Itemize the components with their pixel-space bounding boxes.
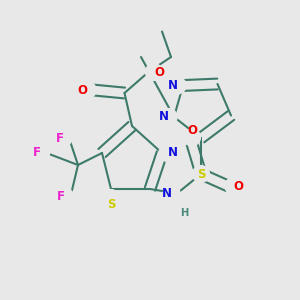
Circle shape [79, 82, 96, 98]
Text: F: F [33, 146, 41, 160]
Circle shape [103, 190, 119, 206]
Text: O: O [154, 65, 164, 79]
Circle shape [146, 64, 162, 80]
Circle shape [193, 166, 209, 182]
Circle shape [184, 129, 200, 146]
Text: N: N [162, 187, 172, 200]
Circle shape [169, 77, 186, 94]
Text: S: S [197, 167, 205, 181]
Text: H: H [180, 208, 189, 218]
Circle shape [163, 185, 180, 202]
Circle shape [160, 109, 177, 125]
Text: F: F [57, 190, 65, 203]
Circle shape [55, 130, 72, 146]
Circle shape [176, 205, 193, 221]
Text: S: S [107, 198, 115, 211]
Text: O: O [233, 179, 243, 193]
Circle shape [159, 145, 176, 161]
Circle shape [33, 145, 50, 161]
Text: N: N [168, 79, 178, 92]
Text: F: F [56, 131, 64, 145]
Text: N: N [167, 146, 177, 160]
Text: O: O [78, 83, 88, 97]
Text: N: N [159, 110, 169, 124]
Circle shape [57, 188, 74, 205]
Circle shape [225, 178, 242, 194]
Text: O: O [187, 124, 197, 137]
